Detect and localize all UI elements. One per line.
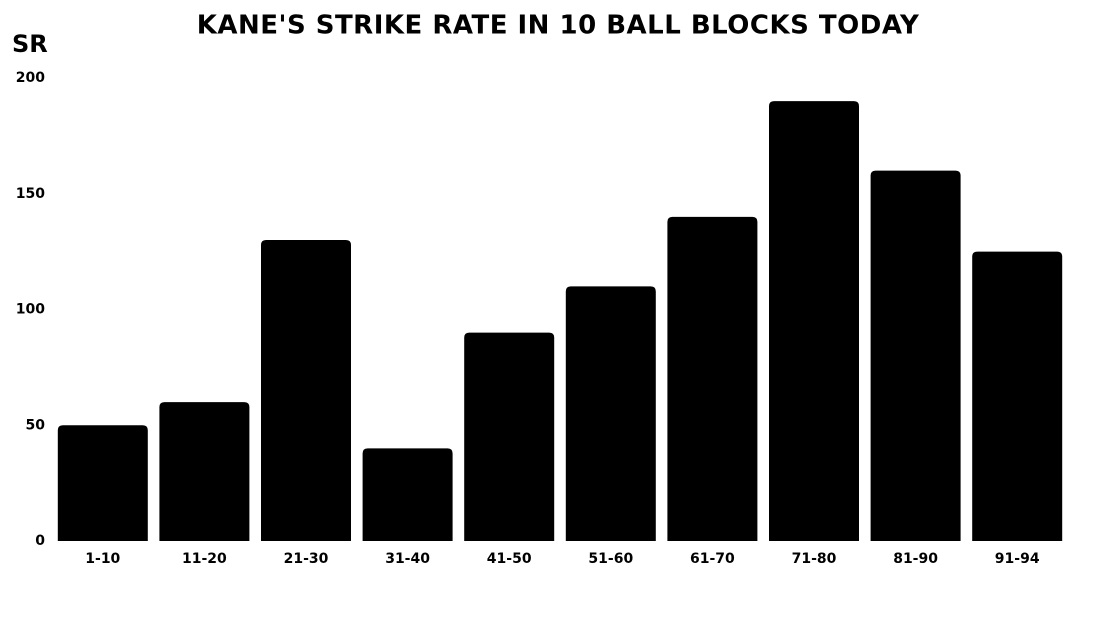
y-tick-label: 150 [16,186,45,202]
bar [57,425,148,541]
x-tick-label: 31-40 [385,551,430,567]
bar [870,170,961,541]
bar [769,101,859,542]
x-tick-label: 71-80 [792,551,837,567]
bar [159,402,250,541]
bar [362,448,453,541]
x-tick-label: 61-70 [690,551,735,567]
y-tick-label: 200 [16,70,45,86]
bar [972,251,1063,541]
bar [565,286,656,541]
x-tick-label: 41-50 [487,551,532,567]
chart-title: KANE'S STRIKE RATE IN 10 BALL BLOCKS TOD… [197,11,920,41]
x-tick-label: 91-94 [995,551,1040,567]
y-axis-label: SR [12,30,48,58]
x-tick-label: 81-90 [893,551,938,567]
y-tick-label: 0 [35,533,45,549]
bar [261,240,351,542]
x-tick-label: 51-60 [588,551,633,567]
x-tick-label: 21-30 [284,551,329,567]
x-tick-label: 11-20 [182,551,227,567]
bar [464,332,555,541]
x-tick-label: 1-10 [85,551,120,567]
y-tick-label: 50 [26,417,46,433]
y-tick-label: 100 [16,302,45,318]
bar [667,216,758,541]
